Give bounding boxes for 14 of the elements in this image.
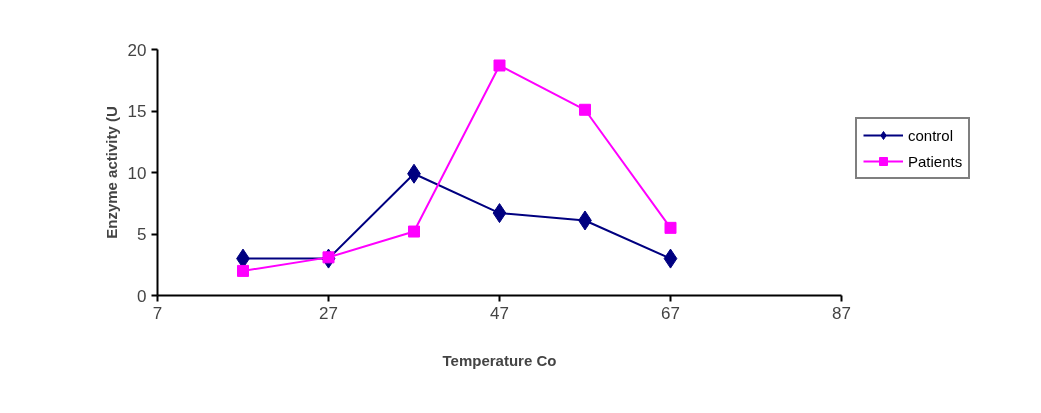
legend-label: control <box>908 126 954 144</box>
y-tick-label: 5 <box>137 225 147 244</box>
y-tick-label: 20 <box>127 40 147 60</box>
y-tick-label: 0 <box>137 286 147 306</box>
legend-label: Patients <box>908 152 963 170</box>
x-tick-label: 7 <box>152 303 163 323</box>
x-tick-label: 27 <box>319 303 338 323</box>
x-tick-label: 67 <box>661 303 680 323</box>
x-tick-label: 47 <box>490 303 509 323</box>
x-tick-label: 87 <box>832 303 851 323</box>
y-tick-label: 10 <box>127 163 147 183</box>
y-tick-label: 15 <box>127 102 147 121</box>
y-axis-title: Enzyme activity (U <box>102 106 120 239</box>
x-axis-title: Temperature Co <box>442 351 557 369</box>
